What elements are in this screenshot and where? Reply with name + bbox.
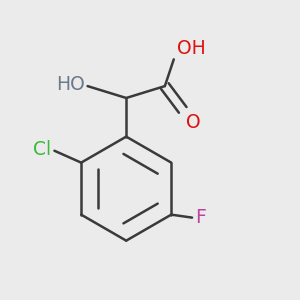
Text: Cl: Cl — [33, 140, 52, 159]
Text: F: F — [195, 208, 206, 227]
Text: OH: OH — [177, 39, 206, 58]
Text: HO: HO — [56, 75, 85, 94]
Text: O: O — [186, 113, 200, 132]
